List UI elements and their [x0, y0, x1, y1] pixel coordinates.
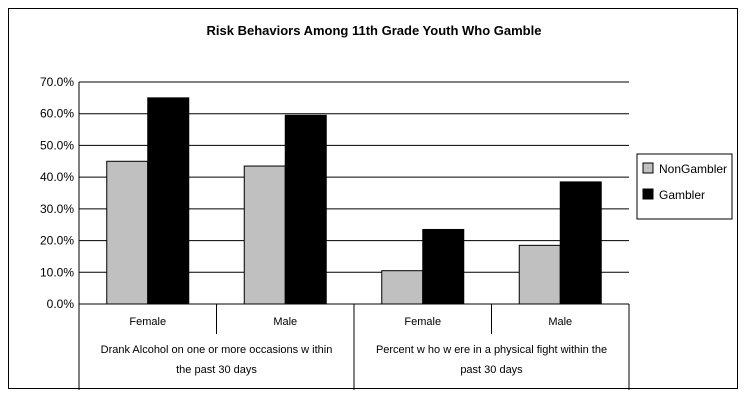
bar-nongambler: [243, 165, 286, 305]
y-tick-label: 40.0%: [40, 170, 74, 184]
bar-gambler: [147, 97, 190, 305]
bar-gambler: [559, 181, 602, 305]
bar-chart: Risk Behaviors Among 11th Grade Youth Wh…: [40, 23, 733, 390]
legend-label: Gambler: [659, 188, 705, 202]
category-label: Female: [129, 316, 166, 328]
bar-gambler: [284, 114, 327, 305]
group-label: the past 30 days: [176, 364, 257, 376]
legend-swatch-gambler: [642, 188, 654, 200]
group-label: Drank Alcohol on one or more occasions w…: [101, 344, 333, 356]
bar-nongambler: [106, 160, 149, 305]
bar-gambler: [422, 228, 465, 305]
y-tick-label: 60.0%: [40, 107, 74, 121]
y-tick-label: 30.0%: [40, 202, 74, 216]
chart-frame: Risk Behaviors Among 11th Grade Youth Wh…: [8, 8, 738, 390]
legend-box: [636, 153, 733, 220]
y-tick-label: 50.0%: [40, 138, 74, 152]
legend-label: NonGambler: [659, 162, 727, 176]
group-label: past 30 days: [460, 364, 523, 376]
y-tick-label: 10.0%: [40, 265, 74, 279]
y-tick-label: 0.0%: [47, 297, 75, 311]
bar-nongambler: [518, 244, 561, 305]
y-tick-label: 20.0%: [40, 234, 74, 248]
legend-swatch-nongambler: [642, 162, 654, 174]
category-label: Female: [404, 316, 441, 328]
category-label: Male: [273, 316, 297, 328]
y-tick-label: 70.0%: [40, 75, 74, 89]
bar-nongambler: [381, 270, 424, 305]
chart-title: Risk Behaviors Among 11th Grade Youth Wh…: [207, 23, 542, 38]
category-label: Male: [548, 316, 572, 328]
group-label: Percent w ho w ere in a physical fight w…: [376, 344, 607, 356]
